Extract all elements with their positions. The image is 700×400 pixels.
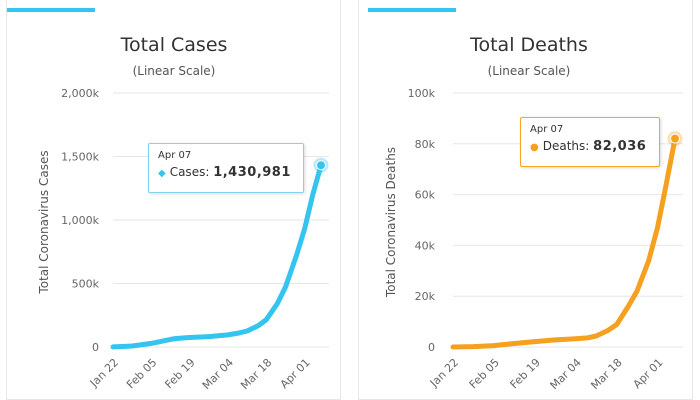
total-deaths-chart: Total Deaths (Linear Scale) Total Corona…: [384, 34, 683, 392]
y-tick-label: 1,000k: [61, 214, 99, 227]
y-tick-label: 80k: [415, 138, 436, 151]
chart-subtitle: (Linear Scale): [488, 64, 571, 78]
tooltip-date: Apr 07: [158, 150, 192, 161]
y-tick-label: 100k: [408, 87, 436, 100]
highlight-point: [670, 133, 680, 144]
cases-tooltip: Apr 07 ◆ Cases: 1,430,981: [148, 143, 304, 193]
chart-title: Total Deaths: [469, 34, 588, 56]
y-tick-label: 60k: [415, 189, 436, 202]
x-tick-label: Feb 19: [508, 356, 543, 391]
y-tick-label: 500k: [72, 278, 100, 291]
series-bullet-icon: ●: [530, 142, 539, 153]
x-tick-label: Apr 01: [278, 356, 313, 391]
y-axis-label: Total Coronavirus Cases: [37, 150, 51, 294]
y-tick-label: 20k: [415, 290, 436, 303]
chart-subtitle: (Linear Scale): [133, 64, 216, 78]
x-tick-label: Feb 05: [467, 356, 502, 391]
deaths-tooltip: Apr 07 ● Deaths: 82,036: [520, 117, 660, 167]
tooltip-date: Apr 07: [530, 124, 564, 135]
panel-accent-bar: [368, 8, 456, 12]
total-cases-panel: Total Cases (Linear Scale) Total Coronav…: [6, 0, 341, 400]
x-tick-label: Mar 18: [238, 356, 274, 392]
tooltip-row: ◆ Cases: 1,430,981: [158, 163, 294, 183]
chart-title: Total Cases: [120, 34, 228, 56]
tooltip-value: 1,430,981: [213, 165, 291, 180]
x-tick-label: Apr 01: [631, 356, 666, 391]
total-cases-chart: Total Cases (Linear Scale) Total Coronav…: [37, 34, 329, 392]
total-deaths-panel: Total Deaths (Linear Scale) Total Corona…: [358, 0, 693, 400]
series-line: [110, 162, 324, 350]
tooltip-label: Cases:: [169, 165, 210, 179]
x-tick-label: Jan 22: [427, 356, 461, 390]
x-tick-label: Mar 04: [548, 356, 584, 392]
y-tick-label: 40k: [415, 239, 436, 252]
x-tick-label: Feb 19: [162, 356, 197, 391]
y-tick-label: 0: [92, 341, 99, 354]
x-tick-label: Feb 05: [124, 356, 159, 391]
tooltip-row: ● Deaths: 82,036: [530, 137, 650, 157]
series-bullet-icon: ◆: [158, 168, 166, 179]
y-tick-label: 1,500k: [61, 151, 99, 164]
tooltip-label: Deaths:: [542, 139, 590, 153]
highlight-point: [316, 160, 326, 171]
x-tick-label: Jan 22: [87, 356, 121, 390]
x-tick-label: Mar 04: [200, 356, 236, 392]
y-axis-label: Total Coronavirus Deaths: [384, 147, 398, 298]
y-tick-label: 2,000k: [61, 87, 99, 100]
x-tick-label: Mar 18: [588, 356, 624, 392]
series-line: [450, 136, 678, 350]
y-tick-label: 0: [428, 341, 435, 354]
panel-accent-bar: [7, 8, 95, 12]
tooltip-value: 82,036: [593, 139, 647, 154]
